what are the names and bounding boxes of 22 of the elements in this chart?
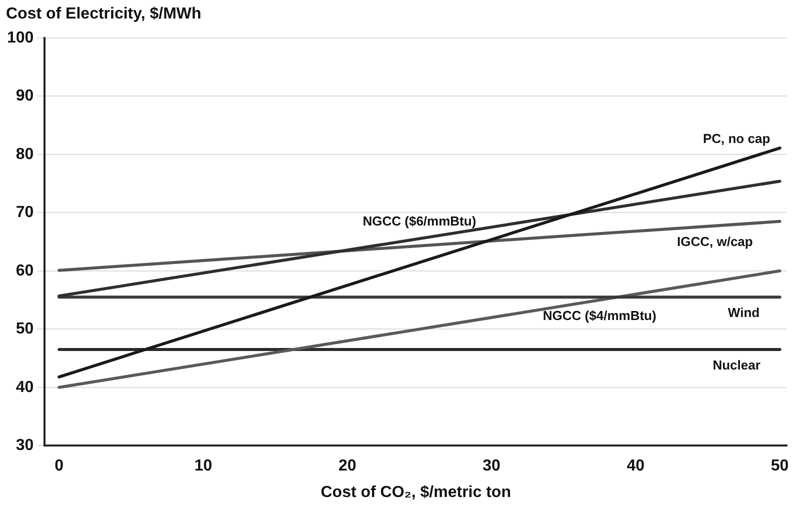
series-label: NGCC ($6/mmBtu) (362, 214, 476, 229)
y-tick-label: 80 (16, 146, 34, 163)
x-tick-label: 50 (770, 458, 789, 475)
x-tick-label: 10 (194, 458, 212, 475)
series-label: Nuclear (712, 358, 760, 373)
y-tick-label: 90 (16, 88, 34, 105)
y-tick-label: 100 (6, 29, 34, 46)
x-tick-label: 20 (338, 458, 356, 475)
series-label: PC, no cap (702, 130, 770, 146)
x-tick-label: 40 (626, 458, 645, 475)
y-tick-label: 40 (16, 378, 34, 396)
x-tick-label: 0 (54, 458, 64, 475)
y-tick-label: 50 (16, 320, 34, 338)
y-tick-label: 30 (16, 437, 34, 454)
y-tick-label: 70 (16, 204, 34, 222)
x-tick-label: 30 (482, 458, 501, 475)
y-axis-title: Cost of Electricity, $/MWh (6, 5, 202, 22)
y-tick-label: 60 (16, 262, 34, 280)
series-label: IGCC, w/cap (677, 234, 753, 249)
x-axis-title: Cost of CO₂, $/metric ton (320, 484, 511, 501)
series-label: NGCC ($4/mmBtu) (542, 308, 656, 324)
series-label: Wind (728, 305, 760, 320)
